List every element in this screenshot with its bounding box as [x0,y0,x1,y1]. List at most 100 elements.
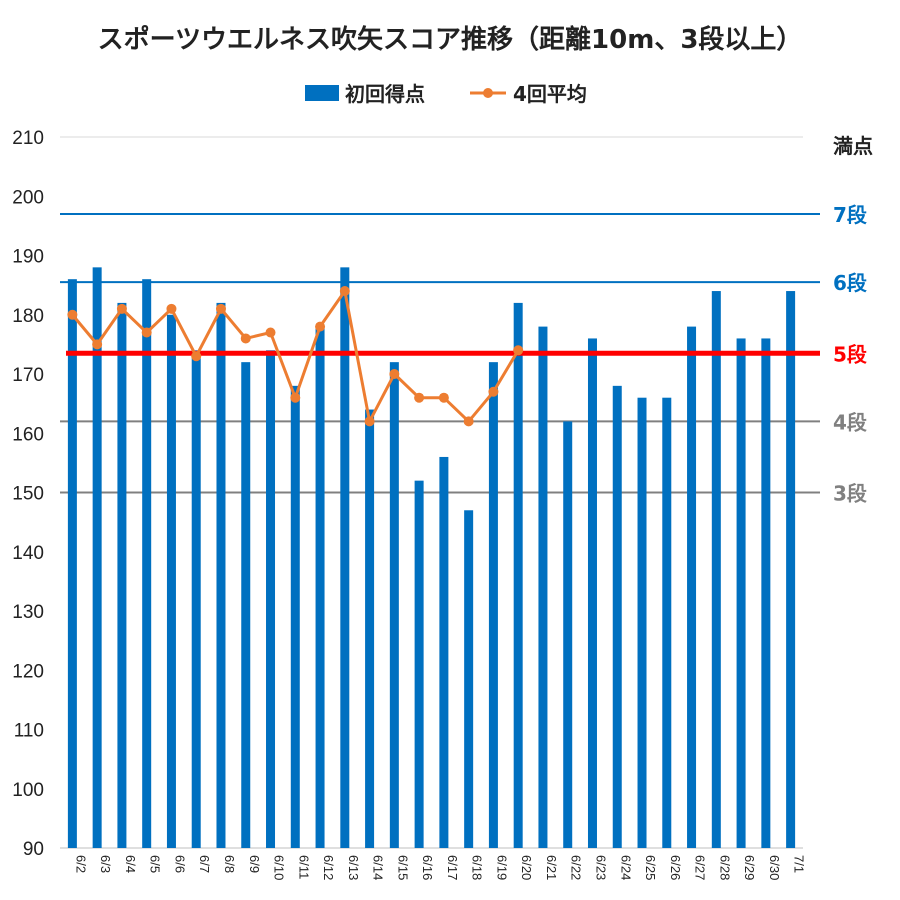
bar [439,456,449,848]
y-tick-label: 110 [14,721,44,742]
x-tick-label: 6/25 [643,855,658,880]
reference-label: 5段 [833,342,867,366]
x-tick-label: 6/20 [519,855,534,880]
bar [736,338,746,848]
average-point [67,309,78,320]
x-tick-label: 6/28 [717,855,732,880]
bar [117,302,127,848]
reference-label: 6段 [833,271,867,295]
bar [662,397,672,848]
average-point [191,351,202,362]
average-point [265,327,276,338]
x-tick-label: 7/1 [792,855,807,873]
reference-label: 7段 [833,203,867,227]
average-point [364,416,375,427]
reference-label: 満点 [833,134,873,158]
bar [464,510,474,848]
average-point [339,286,350,297]
x-tick-label: 6/7 [197,855,212,873]
x-tick-label: 6/6 [172,855,187,873]
reference-labels: 満点 7段 6段 5段 4段 3段 [833,134,873,506]
bar [687,326,697,849]
reference-label: 3段 [833,482,867,506]
x-tick-label: 6/16 [420,855,435,880]
average-point [414,392,425,403]
bar [216,302,226,848]
bar-series [67,267,796,849]
bar [587,338,597,848]
average-point [488,386,499,397]
x-tick-label: 6/10 [272,855,287,880]
y-tick-label: 120 [12,661,44,682]
bar [563,421,573,848]
y-tick-label: 150 [12,484,44,505]
average-point [116,303,127,314]
x-tick-label: 6/15 [395,855,410,880]
x-tick-label: 6/30 [767,855,782,880]
x-tick-label: 6/5 [148,855,163,873]
average-point [92,339,103,350]
x-tick-label: 6/12 [321,855,336,880]
average-point [463,416,474,427]
legend-bar-swatch [305,85,339,101]
bar [612,385,622,848]
y-tick-label: 170 [12,365,44,386]
legend: 初回得点 4回平均 [305,82,587,106]
bar [191,350,201,848]
x-tick-label: 6/26 [668,855,683,880]
x-tick-label: 6/22 [569,855,584,880]
bar [92,267,102,849]
x-tick-label: 6/9 [247,855,262,873]
x-axis: 6/2 6/3 6/4 6/5 6/6 6/7 6/8 6/9 6/10 6/11 6/12 6/13… [73,855,806,880]
x-tick-label: 6/3 [98,855,113,873]
y-tick-label: 180 [12,306,44,327]
bar [315,326,325,849]
bar [513,302,523,848]
average-point [290,392,301,403]
average-point [389,369,400,379]
reference-label: 4段 [833,410,867,434]
y-tick-label: 130 [12,602,44,623]
bar [166,314,176,848]
average-point [141,327,152,338]
bar [786,291,796,848]
legend-line-marker [483,88,493,98]
bar [67,279,77,848]
bar [389,362,399,848]
x-tick-label: 6/11 [296,855,311,879]
y-tick-label: 190 [12,247,44,268]
x-tick-label: 6/23 [593,855,608,880]
average-line-series [67,286,524,427]
bar [488,362,498,848]
average-point [215,303,226,314]
bar [142,279,152,848]
y-axis: 90 100 110 120 130 140 150 160 170 180 190 200 210 [12,128,803,860]
y-tick-label: 160 [12,424,44,445]
bar [365,409,375,848]
average-point [315,321,326,332]
y-tick-label: 210 [12,128,44,149]
y-tick-label: 200 [12,187,44,208]
x-tick-label: 6/19 [494,855,509,880]
x-tick-label: 6/27 [693,855,708,880]
bar [538,326,548,849]
y-tick-label: 140 [12,543,44,564]
x-tick-label: 6/8 [222,855,237,873]
x-tick-label: 6/18 [470,855,485,880]
bar [711,291,721,848]
chart-title: スポーツウエルネス吹矢スコア推移（距離10m、3段以上） [98,24,803,55]
bar [290,385,300,848]
x-tick-label: 6/4 [123,855,138,873]
x-tick-label: 6/29 [742,855,757,880]
average-point [513,345,524,356]
bar [637,397,647,848]
x-tick-label: 6/14 [371,855,386,880]
bar [241,362,251,848]
bar [266,350,276,848]
y-tick-label: 100 [12,780,44,801]
average-point [438,392,449,403]
legend-bar-label: 初回得点 [345,82,425,106]
x-tick-label: 6/21 [544,855,559,880]
bar [414,480,424,848]
